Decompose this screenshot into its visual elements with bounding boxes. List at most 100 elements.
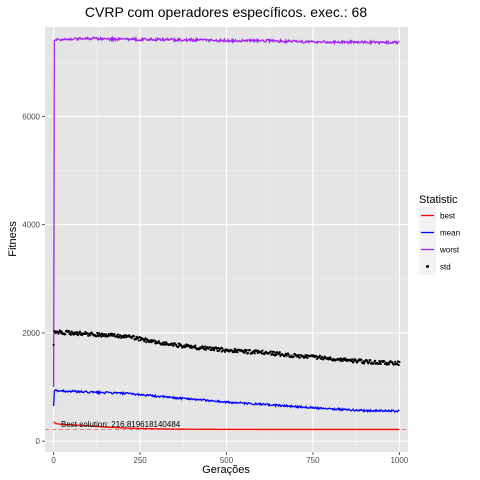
std-point <box>203 345 207 348</box>
x-tick-label: 250 <box>133 456 147 465</box>
std-point <box>177 345 180 349</box>
std-point <box>153 339 156 342</box>
series-mean-line <box>52 388 400 414</box>
std-point <box>233 347 236 350</box>
std-point <box>84 330 87 334</box>
std-point <box>122 334 125 337</box>
std-point <box>374 359 377 362</box>
std-point <box>224 350 227 354</box>
chart-title: CVRP com operadores específicos. exec.: … <box>85 4 367 20</box>
std-point <box>221 347 224 350</box>
y-tick-label: 2000 <box>22 329 40 338</box>
std-point <box>261 349 264 352</box>
series-std <box>52 329 401 367</box>
std-point <box>78 330 82 333</box>
std-point <box>70 330 73 333</box>
std-point <box>165 341 168 344</box>
std-point <box>144 337 147 340</box>
std-point <box>253 352 256 355</box>
x-tick-label: 500 <box>220 456 234 465</box>
x-tick-label: 1000 <box>390 456 408 465</box>
std-point <box>201 345 205 348</box>
std-point <box>394 360 397 363</box>
std-point <box>387 363 391 366</box>
std-point <box>297 353 300 357</box>
std-point <box>124 333 127 337</box>
std-point <box>145 340 148 344</box>
std-point <box>97 335 100 338</box>
x-tick-label: 750 <box>306 456 320 465</box>
std-point <box>273 350 276 354</box>
std-point <box>383 360 386 363</box>
series-layer <box>52 35 401 431</box>
y-tick-label: 0 <box>36 437 41 446</box>
std-point <box>369 359 372 362</box>
std-point <box>315 355 318 358</box>
std-point <box>351 358 354 361</box>
legend-label-worst: worst <box>439 246 460 255</box>
std-point <box>234 350 237 354</box>
std-point <box>64 333 67 336</box>
std-point <box>194 344 197 347</box>
std-point <box>157 339 160 343</box>
std-point <box>341 359 344 363</box>
std-point <box>243 351 246 354</box>
std-point <box>246 352 250 355</box>
std-point <box>116 333 120 336</box>
std-point <box>344 357 347 360</box>
y-tick-label: 4000 <box>22 221 40 230</box>
std-point <box>398 360 401 363</box>
std-point <box>89 334 92 337</box>
std-point <box>397 363 400 367</box>
y-tick-label: 6000 <box>22 112 40 121</box>
std-point <box>362 362 366 365</box>
std-point <box>372 362 375 365</box>
std-point <box>236 351 239 354</box>
std-point <box>242 350 245 353</box>
axis-layer: 0 250 500 750 1000 0 2000 4000 6000 <box>22 112 409 465</box>
std-point <box>248 349 252 352</box>
std-point <box>287 353 290 356</box>
std-point <box>60 331 64 334</box>
x-axis-title: Gerações <box>202 464 250 476</box>
std-point <box>320 357 323 361</box>
series-worst-line <box>52 35 400 388</box>
std-point <box>161 341 164 344</box>
std-point <box>292 355 295 358</box>
legend-title: Statistic <box>419 194 458 206</box>
legend: Statistic best mean worst std <box>419 194 460 275</box>
std-point <box>76 334 79 337</box>
legend-label-std: std <box>440 263 451 272</box>
std-point <box>67 329 70 332</box>
std-point <box>102 334 105 337</box>
std-point <box>245 349 248 352</box>
best-solution-annotation: Best solution: 216.819618140484 <box>61 420 181 429</box>
std-point <box>367 360 371 364</box>
std-point <box>306 356 309 360</box>
std-point <box>208 345 212 349</box>
x-tick-label: 0 <box>51 456 56 465</box>
std-point <box>100 332 104 335</box>
std-point <box>329 356 332 359</box>
std-point <box>52 343 55 346</box>
legend-swatch-std <box>426 265 429 268</box>
std-point <box>100 335 103 338</box>
std-point <box>132 335 135 338</box>
std-point <box>137 339 140 342</box>
std-point <box>86 332 89 335</box>
grid-layer <box>45 27 408 452</box>
std-point <box>352 360 355 363</box>
std-point <box>298 356 301 359</box>
legend-items: best mean worst std <box>419 207 460 275</box>
std-point <box>354 359 357 362</box>
std-point <box>172 344 175 347</box>
std-point <box>217 349 220 352</box>
std-point <box>96 331 99 334</box>
legend-label-best: best <box>440 212 456 221</box>
std-point <box>391 361 394 364</box>
std-point <box>318 354 321 357</box>
std-point <box>379 362 382 365</box>
std-point <box>278 351 281 354</box>
